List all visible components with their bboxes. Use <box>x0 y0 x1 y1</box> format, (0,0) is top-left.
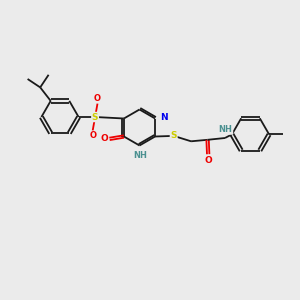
Text: NH: NH <box>133 151 147 160</box>
Text: O: O <box>89 131 96 140</box>
Text: N: N <box>160 113 167 122</box>
Text: S: S <box>92 112 98 122</box>
Text: O: O <box>100 134 108 143</box>
Text: O: O <box>94 94 101 103</box>
Text: O: O <box>204 156 212 165</box>
Text: S: S <box>170 131 177 140</box>
Text: NH: NH <box>219 125 232 134</box>
